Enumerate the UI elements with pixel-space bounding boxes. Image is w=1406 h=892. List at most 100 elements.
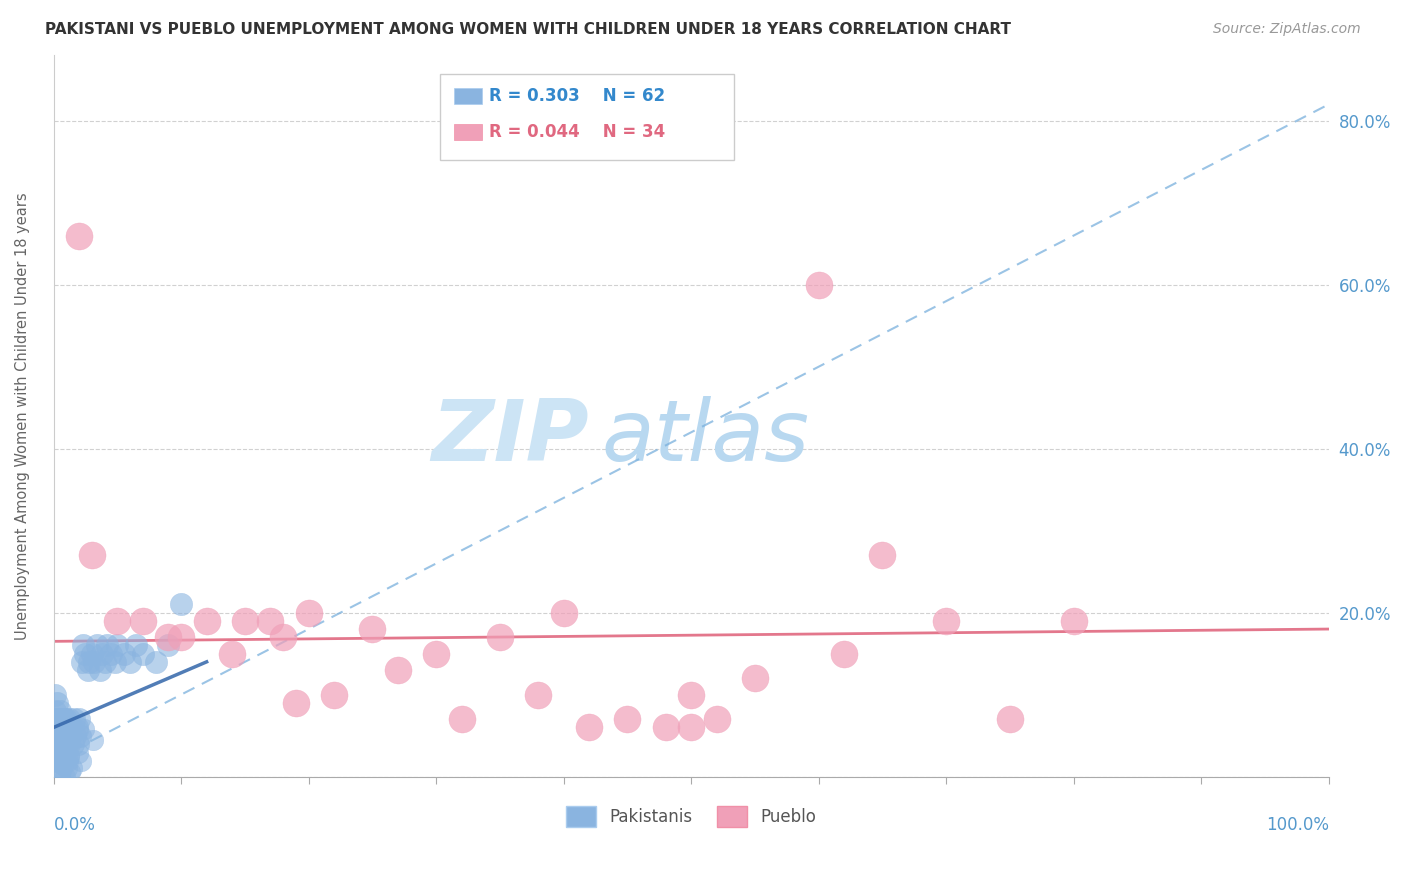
Point	[45, 745, 67, 759]
Point	[51, 731, 73, 746]
Point	[67, 723, 90, 737]
Point	[681, 688, 703, 702]
Point	[45, 723, 67, 738]
Point	[82, 733, 104, 747]
Text: 100.0%: 100.0%	[1265, 816, 1329, 834]
Point	[46, 735, 69, 749]
Point	[67, 228, 90, 243]
Point	[51, 728, 73, 742]
Point	[52, 712, 75, 726]
Point	[53, 731, 76, 746]
Point	[46, 747, 69, 761]
Point	[49, 754, 72, 768]
Point	[100, 647, 122, 661]
Point	[58, 737, 80, 751]
Point	[44, 744, 66, 758]
Point	[44, 721, 66, 735]
Point	[96, 639, 118, 653]
Point	[55, 712, 77, 726]
Text: ZIP: ZIP	[432, 396, 589, 479]
Point	[145, 655, 167, 669]
Point	[46, 755, 69, 769]
Point	[45, 736, 67, 750]
Point	[872, 548, 894, 562]
Point	[52, 729, 75, 743]
Point	[58, 749, 80, 764]
Point	[44, 728, 66, 742]
Point	[49, 744, 72, 758]
Point	[53, 737, 76, 751]
Point	[89, 663, 111, 677]
Point	[48, 753, 70, 767]
Point	[706, 712, 728, 726]
Point	[157, 630, 180, 644]
Point	[120, 655, 142, 669]
Point	[53, 721, 76, 735]
Point	[59, 765, 82, 780]
Point	[52, 758, 75, 772]
Point	[53, 747, 76, 761]
Point	[44, 704, 66, 718]
Point	[55, 729, 77, 743]
Point	[450, 712, 472, 726]
Point	[63, 712, 86, 726]
Point	[80, 548, 103, 562]
Text: Source: ZipAtlas.com: Source: ZipAtlas.com	[1213, 22, 1361, 37]
Point	[51, 712, 73, 726]
Point	[48, 712, 70, 726]
Point	[807, 277, 830, 292]
Point	[44, 688, 66, 702]
Point	[387, 663, 409, 677]
Legend: Pakistanis, Pueblo: Pakistanis, Pueblo	[560, 799, 823, 833]
Point	[70, 655, 93, 669]
Point	[578, 721, 600, 735]
Point	[654, 721, 676, 735]
Point	[60, 762, 83, 776]
Point	[56, 755, 79, 769]
Point	[51, 737, 73, 751]
Point	[49, 733, 72, 747]
Point	[681, 721, 703, 735]
Point	[170, 630, 193, 644]
Point	[45, 746, 67, 760]
Point	[86, 639, 108, 653]
Point	[59, 729, 82, 743]
Text: R = 0.303    N = 62: R = 0.303 N = 62	[489, 87, 665, 105]
Point	[83, 655, 105, 669]
Point	[69, 729, 91, 743]
Point	[553, 606, 575, 620]
Point	[44, 734, 66, 748]
Point	[91, 647, 114, 661]
Point	[42, 712, 65, 726]
Point	[60, 721, 83, 735]
Point	[44, 739, 66, 753]
Point	[48, 735, 70, 749]
Point	[75, 647, 97, 661]
Point	[323, 688, 346, 702]
Point	[259, 614, 281, 628]
Point	[44, 737, 66, 751]
Point	[616, 712, 638, 726]
Text: 0.0%: 0.0%	[53, 816, 96, 834]
Point	[157, 639, 180, 653]
Point	[42, 729, 65, 743]
Point	[46, 721, 69, 735]
Point	[48, 729, 70, 743]
Point	[298, 606, 321, 620]
Point	[45, 712, 67, 726]
Point	[62, 737, 84, 751]
Point	[93, 655, 115, 669]
Point	[67, 712, 90, 726]
Point	[42, 740, 65, 755]
Point	[56, 721, 79, 735]
Point	[70, 755, 93, 769]
Point	[45, 731, 67, 745]
Point	[48, 725, 70, 739]
Point	[51, 721, 73, 735]
Point	[832, 647, 855, 661]
Point	[49, 748, 72, 763]
Y-axis label: Unemployment Among Women with Children Under 18 years: Unemployment Among Women with Children U…	[15, 192, 30, 640]
Point	[271, 630, 294, 644]
Point	[998, 712, 1021, 726]
Point	[53, 770, 76, 784]
